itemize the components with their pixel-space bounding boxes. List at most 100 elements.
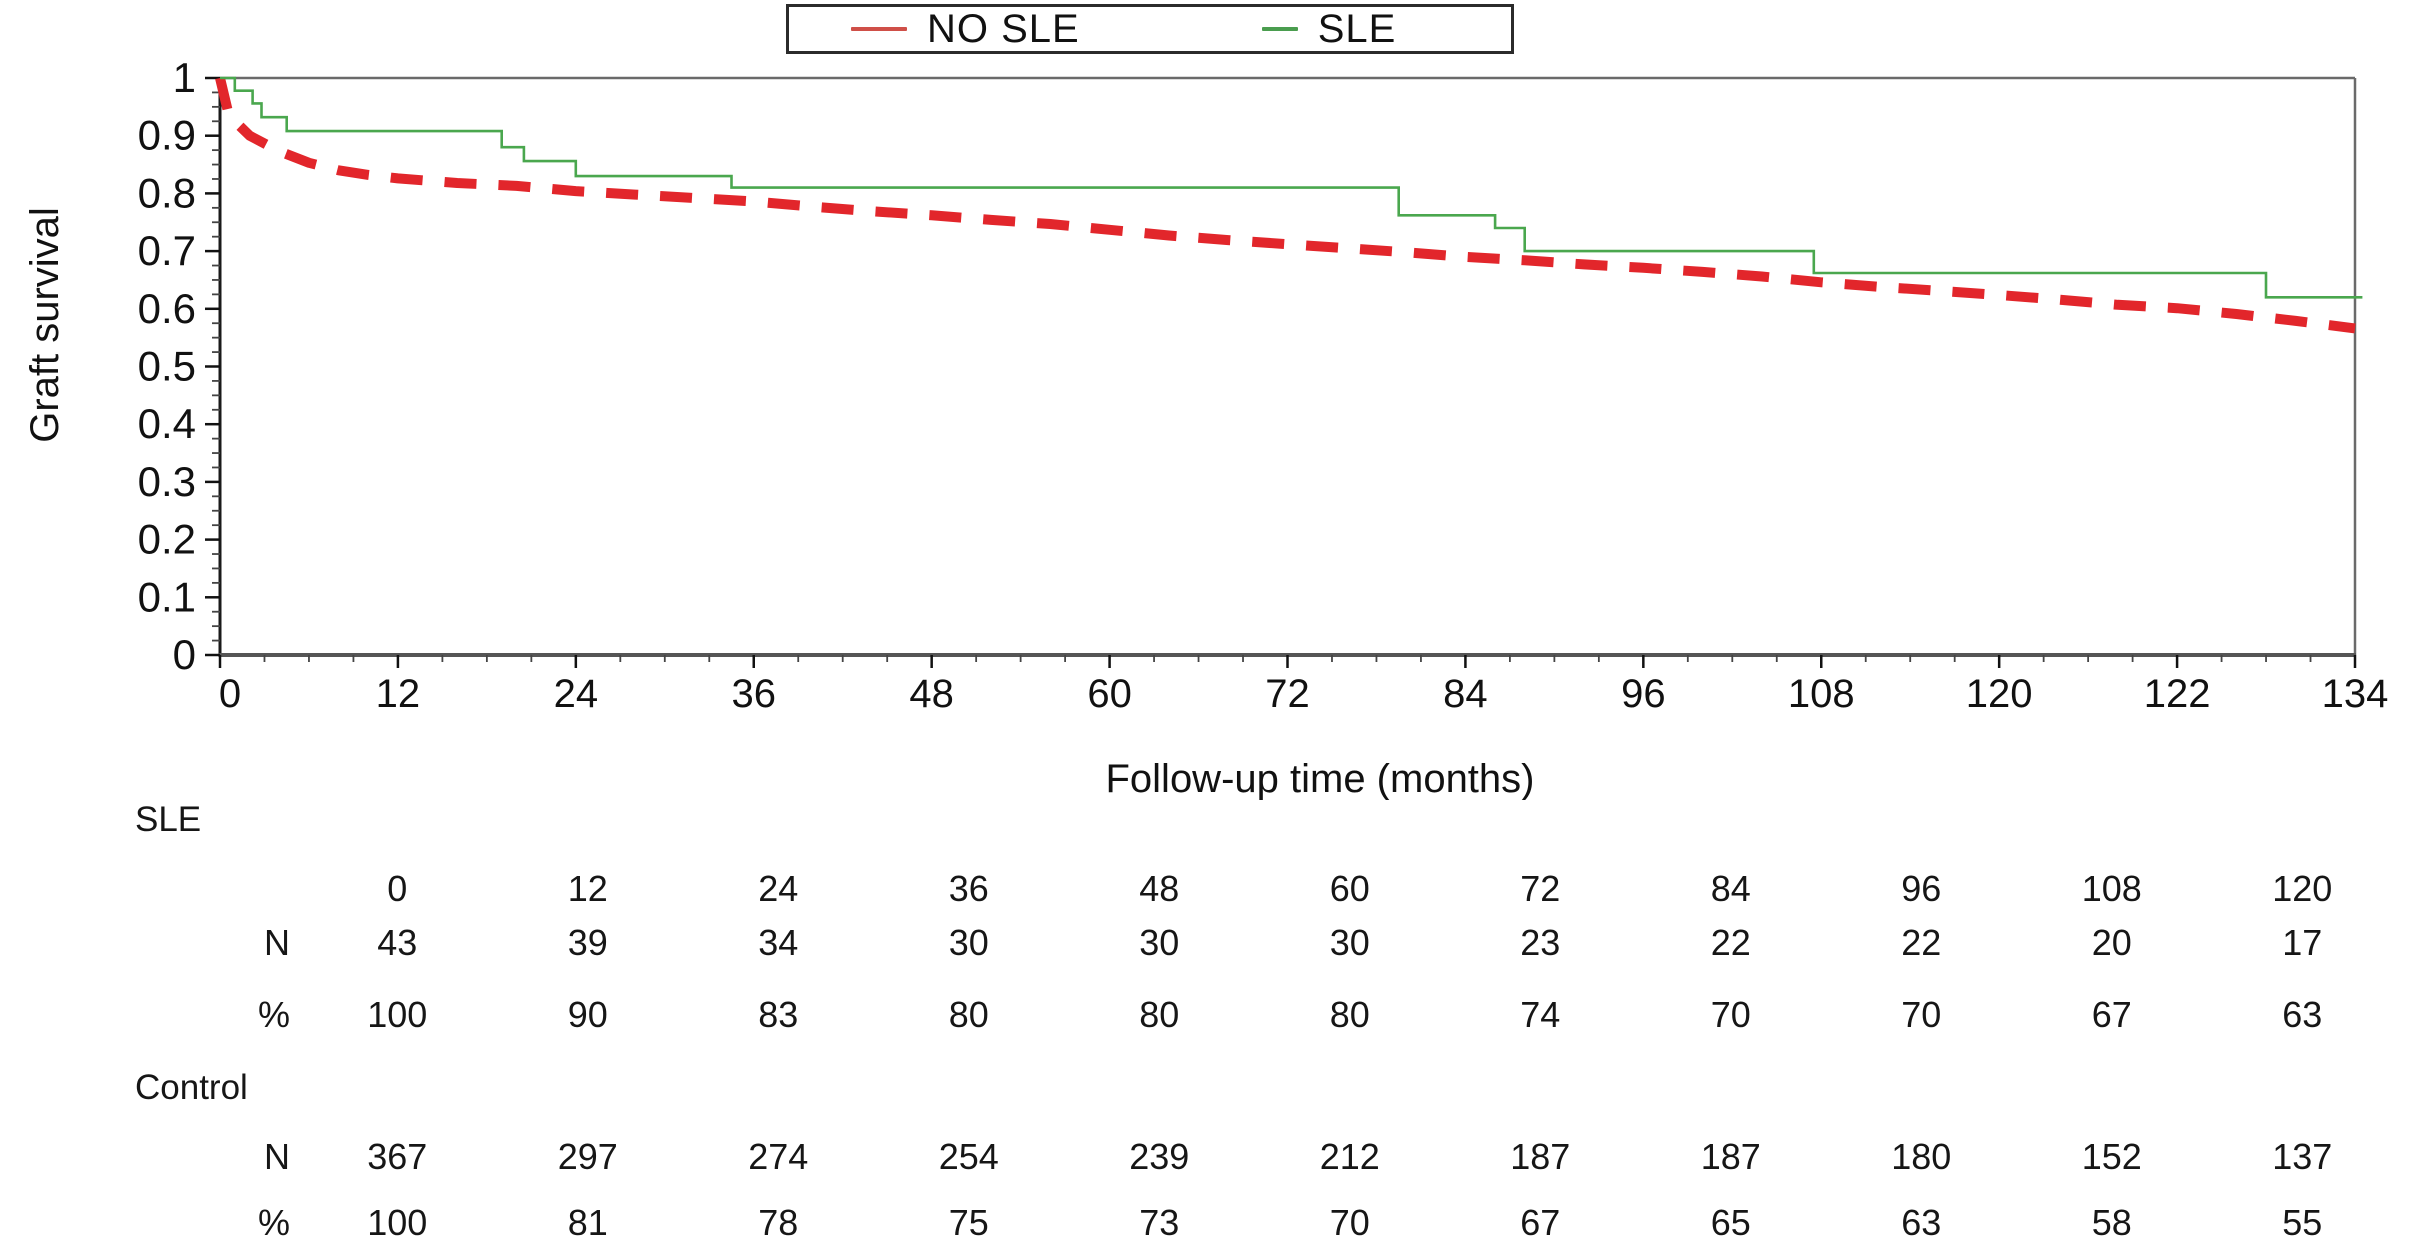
x-tick-label: 60 xyxy=(1087,672,1132,716)
control-n-row: N 367 297 274 254 239 212 187 187 180 152 137 xyxy=(100,1136,2400,1178)
x-tick-label: 48 xyxy=(909,672,954,716)
group-label-row-sle: SLE xyxy=(100,800,2400,840)
table-value: 187 xyxy=(1510,1136,1571,1177)
legend-entry-sle: SLE xyxy=(1261,6,1397,52)
row-label: % xyxy=(257,1202,290,1243)
no-sle-curve xyxy=(215,76,2356,334)
table-value: 34 xyxy=(758,922,799,963)
table-value: 73 xyxy=(1139,1202,1180,1243)
group-label-sle: SLE xyxy=(135,800,202,839)
table-value: 80 xyxy=(948,994,989,1035)
row-label: N xyxy=(264,1136,290,1177)
table-value: 274 xyxy=(748,1136,809,1177)
y-tick-label: 0.4 xyxy=(138,400,196,447)
table-value: 70 xyxy=(1901,994,1942,1035)
table-value: 67 xyxy=(1520,1202,1561,1243)
y-tick-label: 0.5 xyxy=(138,343,196,390)
sle-line-sample-icon xyxy=(1261,27,1298,31)
legend-label-sle: SLE xyxy=(1317,6,1397,51)
table-value: 297 xyxy=(557,1136,618,1177)
table-value: 36 xyxy=(948,868,989,909)
no-sle-line-sample-icon xyxy=(851,27,907,31)
x-tick-label: 122 xyxy=(2144,672,2211,716)
x-tick-label: 96 xyxy=(1621,672,1666,716)
control-pct-row: % 100 81 78 75 73 70 67 65 63 58 55 xyxy=(100,1202,2400,1244)
survival-plot: 1 0.9 0.8 0.7 0.6 0.5 0.4 0.3 0.2 0.1 00 12 24 36 48 60… xyxy=(23,54,2389,800)
table-value: 60 xyxy=(1329,868,1370,909)
y-tick-label: 0 xyxy=(173,631,196,678)
table-value: 367 xyxy=(367,1136,428,1177)
table-value: 239 xyxy=(1129,1136,1190,1177)
plot-legend: NO SLE SLE xyxy=(786,4,1514,54)
x-axis-title: Follow-up time (months) xyxy=(1105,757,1534,800)
table-value: 90 xyxy=(567,994,608,1035)
table-value: 120 xyxy=(2272,868,2333,909)
table-value: 63 xyxy=(1901,1202,1942,1243)
table-value: 78 xyxy=(758,1202,799,1243)
table-value: 254 xyxy=(938,1136,999,1177)
table-value: 23 xyxy=(1520,922,1561,963)
table-value: 55 xyxy=(2282,1202,2323,1243)
group-label-row-control: Control xyxy=(100,1068,2400,1108)
x-tick-label: 12 xyxy=(376,672,421,716)
table-value: 22 xyxy=(1710,922,1751,963)
table-value: 30 xyxy=(1329,922,1370,963)
table-value: 67 xyxy=(2091,994,2132,1035)
y-axis-title: Graft survival xyxy=(23,207,67,443)
y-tick-label: 0.7 xyxy=(138,227,196,274)
table-value: 84 xyxy=(1710,868,1751,909)
times-row: 0 12 24 36 48 60 72 84 96 108 120 xyxy=(100,868,2400,910)
table-value: 80 xyxy=(1329,994,1370,1035)
table-value: 24 xyxy=(758,868,799,909)
row-label xyxy=(100,868,302,910)
row-label: % xyxy=(257,994,290,1035)
table-value: 22 xyxy=(1901,922,1942,963)
table-value: 39 xyxy=(567,922,608,963)
table-value: 65 xyxy=(1710,1202,1751,1243)
x-tick-label: 0 xyxy=(219,672,241,716)
sle-curve xyxy=(220,76,2363,299)
table-value: 100 xyxy=(367,1202,428,1243)
table-value: 43 xyxy=(377,922,418,963)
table-value: 187 xyxy=(1700,1136,1761,1177)
table-value: 74 xyxy=(1520,994,1561,1035)
y-tick-label: 0.3 xyxy=(138,458,196,505)
x-tick-label: 120 xyxy=(1966,672,2033,716)
y-tick-label: 0.8 xyxy=(138,169,196,216)
table-value: 20 xyxy=(2091,922,2132,963)
table-value: 30 xyxy=(1139,922,1180,963)
table-value: 58 xyxy=(2091,1202,2132,1243)
y-tick-label: 1 xyxy=(173,54,196,101)
table-value: 81 xyxy=(567,1202,608,1243)
y-tick-label: 0.6 xyxy=(138,285,196,332)
x-tick-label: 134 xyxy=(2322,672,2389,716)
x-tick-label: 108 xyxy=(1788,672,1855,716)
table-value: 108 xyxy=(2081,868,2142,909)
table-value: 212 xyxy=(1319,1136,1380,1177)
sle-pct-row: % 100 90 83 80 80 80 74 70 70 67 63 xyxy=(100,994,2400,1036)
table-value: 70 xyxy=(1329,1202,1370,1243)
x-tick-label: 72 xyxy=(1265,672,1310,716)
table-value: 152 xyxy=(2081,1136,2142,1177)
sle-n-row: N 43 39 34 30 30 30 23 22 22 20 17 xyxy=(100,922,2400,964)
y-tick-label: 0.2 xyxy=(138,516,196,563)
row-label: N xyxy=(264,922,290,963)
table-value: 180 xyxy=(1891,1136,1952,1177)
table-value: 48 xyxy=(1139,868,1180,909)
y-tick-label: 0.1 xyxy=(138,573,196,620)
table-value: 63 xyxy=(2282,994,2323,1035)
table-value: 17 xyxy=(2282,922,2323,963)
table-value: 70 xyxy=(1710,994,1751,1035)
y-tick-label: 0.9 xyxy=(138,112,196,159)
table-value: 75 xyxy=(948,1202,989,1243)
table-value: 83 xyxy=(758,994,799,1035)
table-value: 30 xyxy=(948,922,989,963)
x-tick-label: 84 xyxy=(1443,672,1488,716)
table-value: 72 xyxy=(1520,868,1561,909)
table-value: 12 xyxy=(567,868,608,909)
legend-label-no-sle: NO SLE xyxy=(927,6,1080,51)
x-tick-label: 24 xyxy=(554,672,599,716)
legend-entry-no-sle: NO SLE xyxy=(851,7,1080,52)
table-value: 80 xyxy=(1139,994,1180,1035)
